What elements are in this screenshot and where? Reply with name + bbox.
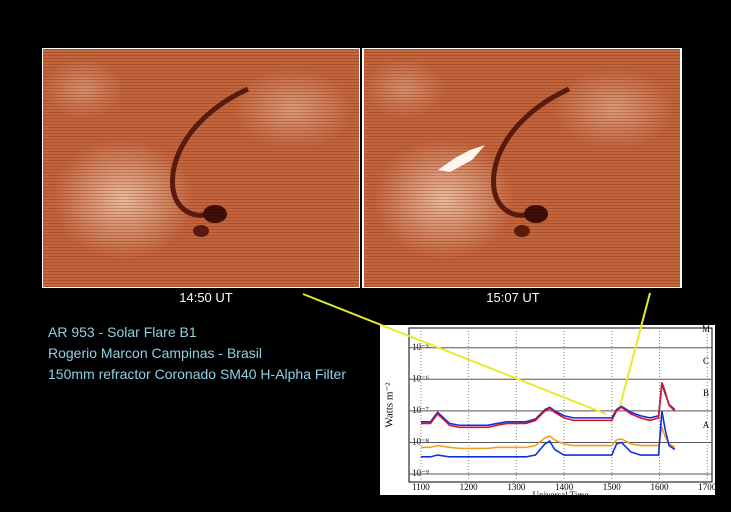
x-tick-label: 1100 [412, 482, 430, 492]
series-line [420, 424, 676, 450]
solar-image [364, 49, 680, 287]
pointer-line [302, 293, 607, 415]
solar-image [43, 49, 359, 287]
chart: 10⁻⁹10⁻⁸10⁻⁷10⁻⁶10⁻⁵11001200130014001500… [384, 324, 717, 500]
x-tick-label: 1200 [460, 482, 479, 492]
x-tick-label: 1300 [507, 482, 526, 492]
x-tick-label: 1500 [603, 482, 622, 492]
x-tick-label: 1700 [698, 482, 717, 492]
series-line [420, 383, 676, 427]
series-line [420, 382, 676, 429]
plot-frame [408, 327, 713, 483]
class-label: M [702, 324, 710, 334]
class-label: A [703, 420, 710, 430]
x-axis-label: Universal Time [533, 490, 589, 500]
image-caption: 15:07 UT [486, 290, 540, 305]
class-label: B [703, 388, 709, 398]
y-tick-label: 10⁻⁶ [412, 373, 429, 383]
pointer-line [619, 292, 651, 407]
info-line: AR 953 - Solar Flare B1 [48, 324, 197, 340]
y-tick-label: 10⁻⁸ [412, 437, 429, 447]
flare-brightening [438, 145, 485, 172]
image-caption: 14:50 UT [179, 290, 233, 305]
info-line: Rogerio Marcon Campinas - Brasil [48, 345, 262, 361]
info-line: 150mm refractor Coronado SM40 H-Alpha Fi… [48, 366, 346, 382]
y-axis-label: Watts m⁻² [384, 382, 396, 428]
y-tick-label: 10⁻⁹ [412, 468, 429, 478]
class-label: C [703, 356, 709, 366]
x-tick-label: 1400 [555, 482, 574, 492]
x-tick-label: 1600 [651, 482, 670, 492]
series-line [420, 410, 676, 458]
